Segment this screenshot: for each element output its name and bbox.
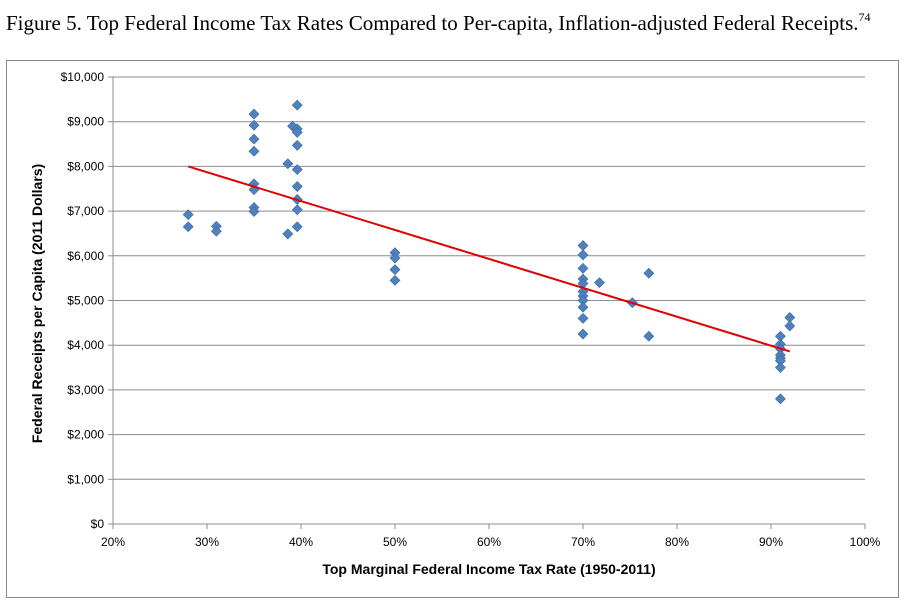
y-tick-label: $0 [91,517,105,531]
x-tick-label: 90% [759,535,783,549]
data-point [577,328,589,340]
x-tick-label: 70% [571,535,595,549]
data-point [389,264,401,276]
data-point [182,209,194,221]
x-axis-title: Top Marginal Federal Income Tax Rate (19… [322,561,655,577]
data-point [784,320,796,332]
data-point [577,312,589,324]
y-tick-label: $10,000 [61,70,105,84]
data-point [291,164,303,175]
data-point [774,362,786,373]
y-axis-title: Federal Receipts per Capita (2011 Dollar… [29,164,45,443]
y-tick-label: $2,000 [67,428,104,442]
y-axis-ticks: $0 $1,000 $2,000 $3,000 $4,000 $5,000 $6,000 $7… [61,70,113,531]
data-point [248,206,260,217]
data-point [291,221,303,233]
y-tick-label: $1,000 [67,472,104,486]
data-point [389,252,401,264]
data-point [291,204,303,216]
data-point [282,158,294,170]
data-point [577,249,589,261]
x-axis-ticks: 20% 30% 40% 50% 60% 70% 80% 90% 100% [101,524,881,549]
data-point [248,108,260,120]
data-point [248,145,260,157]
x-tick-label: 40% [289,535,313,549]
y-tick-label: $3,000 [67,383,104,397]
data-point [248,119,260,131]
x-tick-label: 100% [850,535,881,549]
data-point [210,225,222,237]
x-tick-label: 20% [101,535,125,549]
data-point [291,99,303,111]
x-tick-label: 50% [383,535,407,549]
x-tick-label: 30% [195,535,219,549]
footnote-reference: 74 [858,10,871,24]
data-point [291,127,303,138]
data-point [643,330,655,342]
data-point [282,228,294,240]
figure-caption-text: Figure 5. Top Federal Income Tax Rates C… [6,11,859,35]
x-tick-label: 60% [477,535,501,549]
figure-caption: Figure 5. Top Federal Income Tax Rates C… [6,4,896,37]
data-point [577,301,589,313]
data-points [182,99,796,405]
chart-frame [6,60,899,598]
trendline [187,165,791,353]
y-tick-label: $6,000 [67,249,104,263]
data-point [577,240,589,251]
data-point [182,221,194,233]
data-point [389,274,401,286]
y-tick-label: $8,000 [67,159,104,173]
y-tick-label: $9,000 [67,115,104,129]
data-point [291,139,303,151]
gridlines [112,76,865,525]
y-tick-label: $4,000 [67,338,104,352]
y-tick-label: $7,000 [67,204,104,218]
data-point [643,267,655,279]
data-point [774,393,786,405]
data-point [291,181,303,192]
y-tick-label: $5,000 [67,294,104,308]
x-tick-label: 80% [665,535,689,549]
data-point [577,262,589,274]
data-point [594,277,605,289]
data-point [248,133,260,145]
